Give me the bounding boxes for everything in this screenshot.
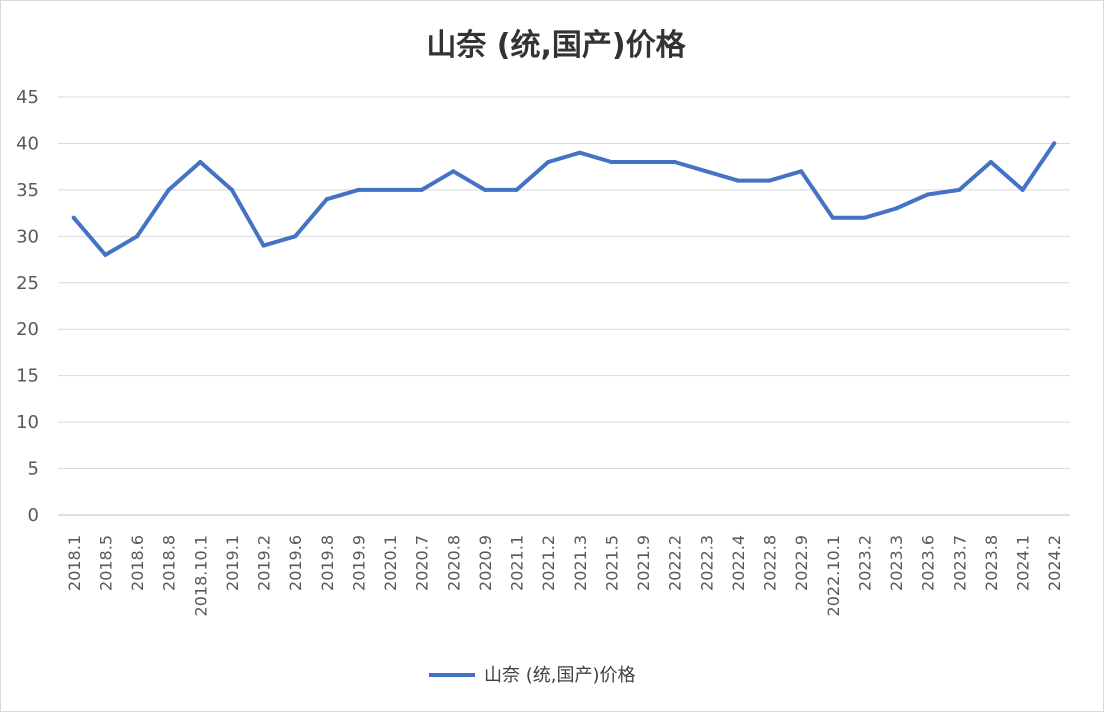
data-point bbox=[704, 169, 709, 174]
x-tick-label: 2021.9 bbox=[634, 535, 653, 591]
series-line bbox=[71, 141, 1057, 257]
legend: 山奈 (统,国产)价格 bbox=[429, 665, 636, 686]
x-tick-label: 2021.3 bbox=[571, 535, 590, 591]
data-point bbox=[482, 187, 487, 192]
y-tick-label: 30 bbox=[16, 226, 39, 247]
data-point bbox=[135, 234, 140, 239]
x-tick-label: 2018.5 bbox=[96, 535, 115, 591]
data-point bbox=[894, 206, 899, 211]
y-tick-label: 40 bbox=[16, 133, 39, 154]
x-tick-label: 2019.1 bbox=[223, 535, 242, 591]
data-point bbox=[925, 192, 930, 197]
data-point bbox=[1020, 187, 1025, 192]
data-point bbox=[293, 234, 298, 239]
y-axis-ticks: 0 5 10 15 20 25 30 35 40 45 bbox=[16, 87, 39, 526]
x-tick-label: 2018.1 bbox=[65, 535, 84, 591]
data-point bbox=[71, 215, 76, 220]
data-point bbox=[514, 187, 519, 192]
x-tick-label: 2019.9 bbox=[349, 535, 368, 591]
y-tick-label: 5 bbox=[28, 459, 39, 480]
data-point bbox=[166, 187, 171, 192]
x-tick-label: 2020.8 bbox=[444, 535, 463, 591]
data-point bbox=[261, 243, 266, 248]
data-point bbox=[451, 169, 456, 174]
x-tick-label: 2022.2 bbox=[666, 535, 685, 591]
gridlines bbox=[58, 96, 1070, 516]
x-axis-ticks: 2018.1 2018.5 2018.6 2018.8 2018.10.1 2019.1 2… bbox=[65, 535, 1064, 616]
data-point bbox=[609, 160, 614, 164]
data-point bbox=[229, 187, 234, 192]
x-tick-label: 2021.1 bbox=[508, 535, 527, 591]
y-tick-label: 45 bbox=[16, 87, 39, 108]
data-point bbox=[799, 169, 804, 174]
x-tick-label: 2023.3 bbox=[887, 535, 906, 591]
x-tick-label: 2023.6 bbox=[919, 535, 938, 591]
data-point bbox=[735, 178, 740, 183]
x-tick-label: 2019.8 bbox=[318, 535, 337, 591]
data-point bbox=[103, 252, 108, 257]
x-tick-label: 2019.2 bbox=[255, 535, 274, 591]
x-tick-label: 2024.2 bbox=[1045, 535, 1064, 591]
data-point bbox=[767, 178, 772, 183]
data-point bbox=[324, 197, 329, 202]
data-point bbox=[419, 187, 424, 192]
legend-label: 山奈 (统,国产)价格 bbox=[484, 665, 636, 686]
x-tick-label: 2018.8 bbox=[160, 535, 179, 591]
data-point bbox=[1052, 141, 1057, 146]
x-tick-label: 2021.2 bbox=[539, 535, 558, 591]
x-tick-label: 2020.1 bbox=[381, 535, 400, 591]
y-tick-label: 15 bbox=[16, 366, 39, 387]
x-tick-label: 2023.7 bbox=[950, 535, 969, 591]
y-tick-label: 10 bbox=[16, 412, 39, 433]
y-tick-label: 0 bbox=[28, 505, 39, 526]
data-point bbox=[577, 150, 582, 155]
x-tick-label: 2020.9 bbox=[476, 535, 495, 591]
data-point bbox=[830, 215, 835, 220]
data-point bbox=[641, 160, 646, 164]
data-point bbox=[356, 187, 361, 192]
x-tick-label: 2022.10.1 bbox=[824, 535, 843, 616]
x-tick-label: 2022.8 bbox=[761, 535, 780, 591]
data-point bbox=[957, 187, 962, 192]
chart-title: 山奈 (统,国产)价格 bbox=[426, 28, 686, 63]
data-point bbox=[862, 215, 867, 220]
x-tick-label: 2022.3 bbox=[697, 535, 716, 591]
x-tick-label: 2022.9 bbox=[792, 535, 811, 591]
data-point bbox=[546, 160, 551, 164]
x-tick-label: 2023.8 bbox=[982, 535, 1001, 591]
data-point bbox=[388, 187, 393, 192]
series-layer bbox=[71, 141, 1057, 257]
x-tick-label: 2023.2 bbox=[855, 535, 874, 591]
data-point bbox=[672, 160, 677, 164]
x-tick-label: 2022.4 bbox=[729, 535, 748, 591]
x-tick-label: 2021.5 bbox=[602, 535, 621, 591]
y-tick-label: 25 bbox=[16, 273, 39, 294]
x-tick-label: 2024.1 bbox=[1014, 535, 1033, 591]
x-tick-label: 2019.6 bbox=[286, 535, 305, 591]
data-point bbox=[988, 160, 993, 164]
y-tick-label: 20 bbox=[16, 319, 39, 340]
data-point bbox=[198, 160, 203, 164]
x-tick-label: 2018.10.1 bbox=[191, 535, 210, 616]
x-tick-label: 2018.6 bbox=[128, 535, 147, 591]
x-tick-label: 2020.7 bbox=[413, 535, 432, 591]
y-tick-label: 35 bbox=[16, 180, 39, 201]
